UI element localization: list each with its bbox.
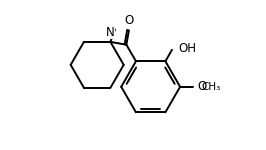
Text: CH₃: CH₃	[201, 82, 221, 92]
Text: O: O	[124, 14, 134, 27]
Text: OH: OH	[178, 42, 196, 55]
Text: N: N	[106, 26, 115, 39]
Text: O: O	[197, 80, 206, 93]
